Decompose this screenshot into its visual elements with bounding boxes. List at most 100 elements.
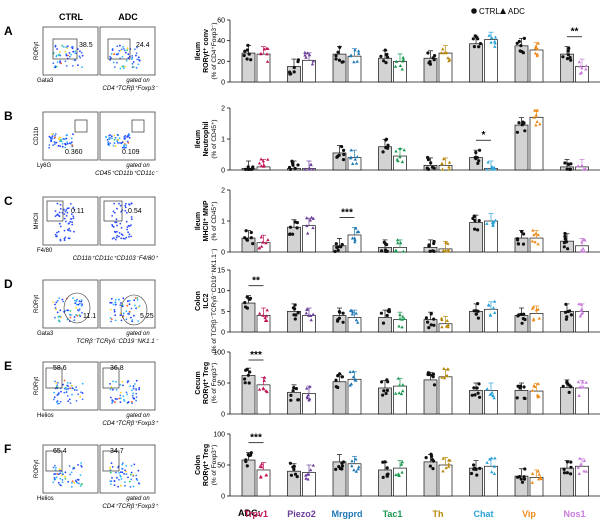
bar-adc: [393, 385, 407, 415]
flow-event: [128, 303, 131, 306]
data-point-ctrl: [296, 60, 300, 64]
data-point-adc: [262, 378, 266, 382]
flow-event: [124, 210, 127, 212]
gated-on-text: gated on: [126, 163, 150, 169]
flow-event: [109, 383, 111, 385]
flow-event: [138, 387, 141, 389]
flow-event: [111, 237, 114, 240]
data-point-adc: [486, 160, 490, 164]
flow-event: [113, 237, 115, 239]
data-point-ctrl: [426, 158, 430, 162]
flow-event: [53, 391, 55, 394]
flow-event: [72, 215, 75, 218]
data-point-adc: [584, 64, 588, 68]
data-point-ctrl: [289, 393, 293, 397]
data-point-adc: [398, 147, 402, 150]
data-point-adc: [399, 392, 404, 396]
data-point-adc: [353, 157, 357, 161]
data-point-adc: [536, 382, 540, 386]
flow-event: [80, 462, 82, 464]
data-point-adc: [400, 470, 404, 474]
data-point-ctrl: [247, 381, 251, 385]
data-point-adc: [348, 54, 353, 58]
data-point-adc: [532, 233, 536, 237]
flow-event: [75, 314, 77, 316]
data-point-ctrl: [379, 54, 383, 58]
flow-event: [114, 319, 117, 322]
flow-event: [67, 207, 70, 210]
data-point-adc: [393, 64, 398, 68]
data-point-ctrl: [566, 247, 570, 251]
flow-event: [113, 138, 116, 141]
flow-plot-adc: [99, 279, 156, 329]
data-point-ctrl: [291, 306, 295, 310]
data-point-ctrl: [382, 389, 386, 393]
flow-event: [112, 61, 115, 64]
flow-event: [135, 474, 138, 477]
data-point-adc: [577, 472, 581, 475]
data-point-adc: [536, 233, 540, 237]
data-point-adc: [401, 249, 405, 253]
data-point-ctrl: [430, 165, 435, 169]
flow-event: [71, 65, 74, 67]
data-point-ctrl: [475, 156, 479, 160]
flow-event: [129, 385, 132, 388]
data-point-adc: [400, 67, 404, 71]
data-point-ctrl: [515, 396, 519, 400]
data-point-adc: [581, 380, 585, 384]
category-label: Th: [433, 509, 444, 519]
y-tick-label: 2: [221, 188, 225, 195]
data-point-adc: [261, 313, 265, 317]
flow-event: [120, 210, 123, 213]
data-point-adc: [305, 216, 309, 220]
data-point-adc: [264, 314, 269, 318]
flow-event: [68, 52, 71, 54]
flow-event: [114, 314, 117, 317]
flow-event: [67, 309, 69, 312]
data-point-ctrl: [518, 49, 522, 53]
flow-event: [135, 396, 138, 399]
flow-x-axis-label: Ly6G: [37, 163, 51, 169]
flow-event: [121, 380, 124, 383]
data-point-adc: [492, 471, 497, 475]
data-point-adc: [536, 469, 540, 473]
flow-event: [133, 299, 136, 302]
flow-event: [64, 236, 67, 239]
flow-plot-ctrl: [42, 26, 99, 76]
data-point-adc: [351, 310, 355, 314]
data-point-ctrl: [244, 229, 248, 233]
flow-event: [68, 313, 71, 316]
flow-event: [128, 310, 131, 313]
flow-event: [114, 301, 117, 303]
data-point-ctrl: [249, 236, 253, 240]
flow-event: [67, 480, 70, 483]
data-point-adc: [447, 165, 451, 169]
flow-event: [110, 53, 113, 55]
data-point-ctrl: [293, 166, 297, 171]
data-point-adc: [305, 51, 310, 55]
bar-adc: [484, 39, 498, 83]
flow-event: [54, 215, 57, 218]
flow-event: [66, 395, 69, 397]
data-point-ctrl: [380, 249, 384, 253]
flow-x-axis-label: F4/80: [37, 248, 53, 254]
data-point-ctrl: [294, 313, 298, 317]
flow-event: [113, 211, 116, 214]
data-point-adc: [490, 36, 494, 39]
data-point-ctrl: [520, 480, 525, 484]
flow-event: [72, 50, 75, 53]
flow-event: [56, 311, 59, 314]
flow-event: [70, 218, 73, 220]
bar-adc: [529, 477, 544, 497]
flow-event: [125, 465, 128, 467]
flow-gate: [74, 119, 88, 133]
flow-event: [81, 66, 83, 69]
data-point-adc: [489, 456, 494, 460]
flow-event: [53, 398, 55, 401]
data-point-ctrl: [432, 383, 437, 387]
adc-row-label: ADC:: [238, 508, 261, 518]
flow-event: [114, 298, 117, 301]
flow-event: [125, 310, 128, 313]
flow-event: [68, 398, 71, 401]
flow-event: [65, 220, 67, 223]
